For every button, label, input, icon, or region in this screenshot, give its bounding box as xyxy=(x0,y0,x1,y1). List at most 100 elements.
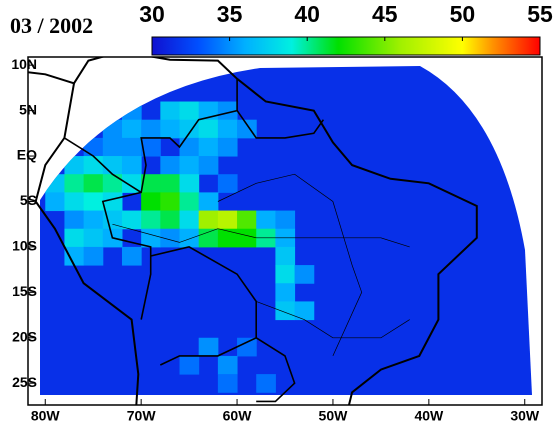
grid-cell xyxy=(179,119,200,139)
grid-cell xyxy=(121,137,142,157)
grid-cell xyxy=(102,137,123,157)
grid-cell xyxy=(160,156,181,175)
grid-cell xyxy=(64,228,85,248)
grid-cell xyxy=(64,210,85,230)
grid-cell xyxy=(198,192,219,212)
grid-cell xyxy=(141,210,161,230)
grid-cell xyxy=(64,174,85,193)
grid-cell xyxy=(64,156,85,175)
state-border xyxy=(217,173,363,357)
grid-cell xyxy=(179,174,200,193)
grid-cell xyxy=(179,210,200,230)
grid-cell xyxy=(160,192,181,212)
grid-cell xyxy=(217,228,238,248)
grid-cell xyxy=(83,246,104,266)
grid-cell xyxy=(217,101,238,121)
grid-cell xyxy=(121,246,142,266)
coastline xyxy=(34,83,140,405)
plot-frame xyxy=(27,56,543,406)
x-tick-label: 80W xyxy=(31,408,61,424)
grid-cell xyxy=(198,337,219,357)
country-border xyxy=(150,246,257,366)
grid-cell xyxy=(160,174,181,193)
grid-cell xyxy=(294,301,315,321)
y-tick-label: 15S xyxy=(12,283,37,299)
grid-cell xyxy=(83,156,104,175)
coastlines xyxy=(28,57,478,405)
grid-cell xyxy=(102,156,123,175)
grid-cell xyxy=(217,374,238,393)
colorbar-tick-label: 45 xyxy=(372,1,398,27)
grid-cell xyxy=(141,119,161,139)
grid-cell xyxy=(83,137,104,157)
colorbar-tick-label: 40 xyxy=(294,1,320,27)
grid-cell xyxy=(64,246,85,266)
grid-cell xyxy=(179,355,200,375)
data-field xyxy=(40,66,532,395)
grid-cell xyxy=(160,210,181,230)
grid-cell xyxy=(217,174,238,193)
grid-cell xyxy=(179,101,200,121)
x-tick-label: 60W xyxy=(223,408,253,424)
grid-cell xyxy=(141,174,161,193)
grid-cell xyxy=(237,228,257,248)
country-border xyxy=(255,337,296,403)
colorbar-tick-label: 35 xyxy=(217,1,243,27)
grid-cell xyxy=(198,137,219,157)
title: 03 / 2002 xyxy=(10,13,93,38)
grid-cell xyxy=(275,246,296,266)
grid-cell xyxy=(141,192,161,212)
x-tick-label: 30W xyxy=(510,408,540,424)
grid-cell xyxy=(275,210,296,230)
y-tick-label: EQ xyxy=(17,147,37,163)
grid-cell xyxy=(198,119,219,139)
coastline xyxy=(28,57,478,405)
grid-cell xyxy=(160,101,181,121)
grid-cell xyxy=(256,210,276,230)
grid-cell xyxy=(160,228,181,248)
grid-cell xyxy=(179,156,200,175)
grid-cell xyxy=(237,210,257,230)
y-tick-label: 20S xyxy=(12,328,37,344)
country-border xyxy=(236,110,325,139)
colorbar-tick-label: 50 xyxy=(450,1,476,27)
grid-cell xyxy=(179,192,200,212)
x-tick-label: 50W xyxy=(319,408,349,424)
grid-cell xyxy=(45,174,65,193)
y-tick-label: 25S xyxy=(12,374,37,390)
grid-cell xyxy=(121,119,142,139)
grid-cell xyxy=(121,174,142,193)
grid-cell xyxy=(121,210,142,230)
grid-cell xyxy=(179,228,200,248)
grid-cell xyxy=(141,137,161,157)
grid-cell xyxy=(217,355,238,375)
grid-cell xyxy=(83,192,104,212)
grid-cell xyxy=(256,374,276,393)
colorbar-tick-label: 30 xyxy=(139,1,165,27)
grid-cell xyxy=(102,119,123,139)
grid-cell xyxy=(121,101,142,121)
state-border xyxy=(112,223,410,248)
grid-cell xyxy=(294,265,315,284)
grid-cell xyxy=(217,119,238,139)
country-border xyxy=(101,78,238,320)
grid-cell xyxy=(275,283,296,302)
grid-cell xyxy=(179,137,200,157)
grid-cell xyxy=(198,210,219,230)
colorbar-tick-label: 55 xyxy=(527,1,553,27)
state-border xyxy=(256,301,410,339)
grid-cell xyxy=(198,228,219,248)
country-border xyxy=(63,137,142,194)
grid-cell xyxy=(217,210,238,230)
grid-cell xyxy=(64,192,85,212)
grid-cell xyxy=(275,301,296,321)
grid-cell xyxy=(45,192,65,212)
x-tick-label: 70W xyxy=(127,408,157,424)
grid-cell xyxy=(102,192,123,212)
y-tick-label: 10S xyxy=(12,238,37,254)
grid-cell xyxy=(217,137,238,157)
grid-cell xyxy=(102,210,123,230)
grid-cell xyxy=(237,119,257,139)
